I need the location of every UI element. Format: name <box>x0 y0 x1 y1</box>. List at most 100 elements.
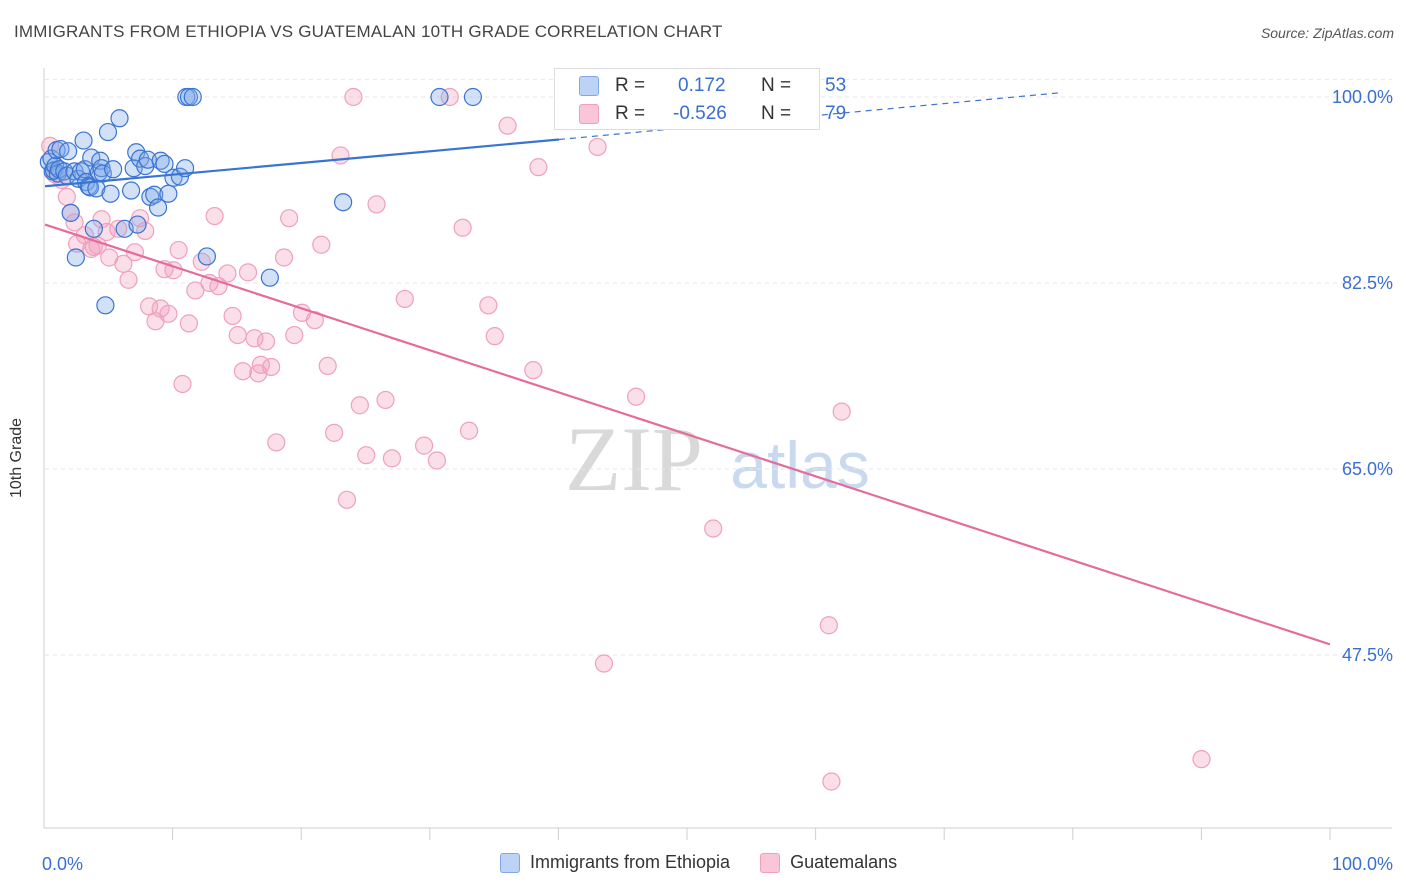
guatemalans-point[interactable] <box>357 446 376 465</box>
ethiopia-point[interactable] <box>110 109 129 128</box>
legend-item-ethiopia[interactable]: Immigrants from Ethiopia <box>500 852 730 873</box>
guatemalans-point[interactable] <box>274 248 294 267</box>
guatemalans-point[interactable] <box>186 281 205 300</box>
guatemalans-point[interactable] <box>88 236 107 255</box>
guatemalans-point[interactable] <box>832 402 851 421</box>
y-tick-label: 82.5% <box>1342 273 1393 293</box>
stats-swatch-guatemalans <box>579 104 599 124</box>
ethiopia-point[interactable] <box>84 219 103 238</box>
ethiopia-point[interactable] <box>159 184 178 203</box>
ethiopia-point[interactable] <box>128 215 147 234</box>
guatemalans-point[interactable] <box>192 252 211 271</box>
guatemalans-point[interactable] <box>233 362 252 381</box>
ethiopia-point[interactable] <box>430 87 449 107</box>
guatemalans-point[interactable] <box>205 206 224 226</box>
guatemalans-point[interactable] <box>218 264 237 283</box>
guatemalans-point[interactable] <box>109 219 128 238</box>
guatemalans-point[interactable] <box>704 519 723 538</box>
guatemalans-trend-line <box>44 223 1331 646</box>
ethiopia-point[interactable] <box>59 142 78 161</box>
guatemalans-point[interactable] <box>228 325 247 345</box>
stats-r-value-ethiopia: 0.172 <box>678 75 726 96</box>
watermark-atlas: atlas <box>730 428 869 502</box>
guatemalans-point[interactable] <box>367 195 386 214</box>
x-tick-label-min: 0.0% <box>42 854 83 874</box>
ethiopia-point[interactable] <box>66 248 85 267</box>
ethiopia-point[interactable] <box>179 87 199 107</box>
stats-r-label: R = <box>615 75 646 96</box>
legend-swatch-guatemalans <box>760 852 781 873</box>
ethiopia-point[interactable] <box>155 154 174 174</box>
ethiopia-point[interactable] <box>74 131 93 150</box>
guatemalans-point[interactable] <box>119 270 138 289</box>
guatemalans-point[interactable] <box>414 436 434 455</box>
ethiopia-point[interactable] <box>61 203 80 222</box>
guatemalans-point[interactable] <box>626 387 646 406</box>
guatemalans-point[interactable] <box>65 213 84 232</box>
x-tick-label-max: 100.0% <box>1332 854 1393 874</box>
ethiopia-point[interactable] <box>104 160 123 179</box>
ethiopia-point[interactable] <box>148 198 168 217</box>
guatemalans-point[interactable] <box>819 616 838 635</box>
guatemalans-point[interactable] <box>440 87 459 107</box>
guatemalans-point[interactable] <box>325 423 344 442</box>
ethiopia-point[interactable] <box>197 247 217 266</box>
source-label[interactable]: Source: ZipAtlas.com <box>1260 25 1394 41</box>
ethiopia-point[interactable] <box>138 150 157 169</box>
guatemalans-point[interactable] <box>588 137 607 157</box>
guatemalans-point[interactable] <box>57 187 76 207</box>
chart-title: IMMIGRANTS FROM ETHIOPIA VS GUATEMALAN 1… <box>14 22 723 41</box>
guatemalans-point[interactable] <box>179 314 199 333</box>
guatemalans-point[interactable] <box>822 772 841 791</box>
guatemalans-point[interactable] <box>376 390 395 410</box>
guatemalans-point[interactable] <box>256 332 276 351</box>
guatemalans-point[interactable] <box>459 421 479 440</box>
stats-n-value-ethiopia: 53 <box>825 75 847 96</box>
legend-swatch-ethiopia <box>500 852 520 873</box>
guatemalans-point[interactable] <box>245 329 264 348</box>
guatemalans-point[interactable] <box>479 296 498 315</box>
legend-item-guatemalans[interactable]: Guatemalans <box>760 852 897 873</box>
guatemalans-point[interactable] <box>350 396 369 415</box>
ethiopia-point[interactable] <box>121 181 141 200</box>
ethiopia-points <box>39 87 483 315</box>
guatemalans-point[interactable] <box>331 146 350 165</box>
guatemalans-point[interactable] <box>262 357 281 377</box>
guatemalans-point[interactable] <box>382 449 402 468</box>
guatemalans-point[interactable] <box>594 654 614 673</box>
guatemalans-point[interactable] <box>238 263 258 282</box>
guatemalans-point[interactable] <box>280 209 299 228</box>
guatemalans-point[interactable] <box>223 306 242 326</box>
guatemalans-point[interactable] <box>485 327 504 346</box>
guatemalans-point[interactable] <box>285 325 304 345</box>
guatemalans-point[interactable] <box>427 451 447 470</box>
guatemalans-point[interactable] <box>267 433 286 452</box>
ethiopia-point[interactable] <box>124 159 143 178</box>
guatemalans-point[interactable] <box>344 87 363 107</box>
ethiopia-point[interactable] <box>170 167 190 186</box>
guatemalans-point[interactable] <box>498 116 517 135</box>
guatemalans-point[interactable] <box>312 235 331 254</box>
guatemalans-point[interactable] <box>1192 750 1211 769</box>
guatemalans-point[interactable] <box>395 289 414 309</box>
guatemalans-point[interactable] <box>159 304 178 323</box>
guatemalans-point[interactable] <box>529 158 548 177</box>
guatemalans-point[interactable] <box>318 356 337 376</box>
ethiopia-point[interactable] <box>334 193 353 212</box>
ethiopia-point[interactable] <box>260 268 279 287</box>
tick-labels: 47.5% 65.0% 82.5% 100.0% 0.0% 100.0% <box>42 87 1393 874</box>
ethiopia-point[interactable] <box>96 296 115 315</box>
ethiopia-point[interactable] <box>463 87 483 107</box>
ethiopia-point[interactable] <box>98 122 118 142</box>
legend-label-guatemalans: Guatemalans <box>790 852 898 872</box>
ethiopia-point[interactable] <box>101 184 120 203</box>
guatemalans-point[interactable] <box>169 240 188 260</box>
ethiopia-point[interactable] <box>183 87 202 107</box>
y-tick-label: 47.5% <box>1342 645 1393 665</box>
guatemalans-point[interactable] <box>173 374 192 394</box>
guatemalans-point[interactable] <box>524 361 543 380</box>
stats-r-value-guatemalans: -0.526 <box>673 103 727 124</box>
guatemalans-point[interactable] <box>453 218 472 237</box>
guatemalans-point[interactable] <box>337 490 357 509</box>
